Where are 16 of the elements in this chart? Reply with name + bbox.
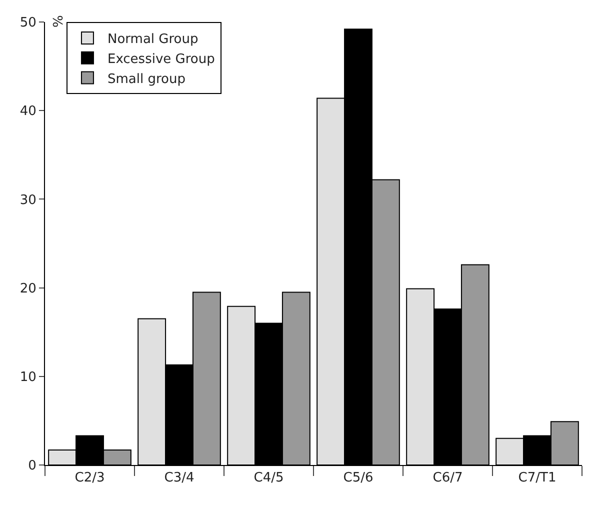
y-tick-label: 40 [20, 104, 36, 120]
y-tick-label: 10 [20, 370, 36, 385]
x-tick-label: C2/3 [74, 470, 105, 486]
y-tick-label: 20 [20, 281, 36, 296]
y-tick-label: 50 [20, 16, 36, 31]
y-axis-title: % [52, 15, 66, 28]
legend-label: Normal Group [107, 32, 198, 48]
legend-label: Excessive Group [107, 52, 215, 67]
x-tick-label: C7/T1 [518, 470, 556, 486]
x-tick-label: C4/5 [254, 470, 284, 486]
y-tick-label: 0 [28, 458, 36, 474]
y-tick-label: 30 [20, 192, 36, 208]
x-tick-label: C6/7 [432, 470, 463, 486]
x-tick-label: C3/4 [164, 470, 194, 486]
x-tick-label: C5/6 [343, 470, 374, 486]
legend-label: Small group [107, 72, 186, 87]
